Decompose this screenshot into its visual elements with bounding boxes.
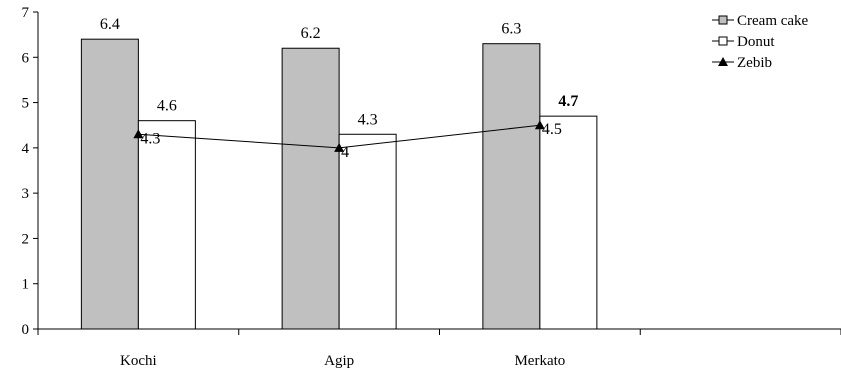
legend: Cream cake Donut Zebib <box>712 13 809 71</box>
legend-marker-zebib <box>718 57 728 66</box>
y-tick-label: 0 <box>22 322 30 338</box>
y-tick-label: 2 <box>22 231 30 247</box>
bar-cream-cake <box>80 38 139 330</box>
data-label-donut: 4.7 <box>558 93 578 110</box>
y-tick-label: 6 <box>22 50 30 66</box>
bar-donut <box>338 133 397 330</box>
legend-marker-cream-cake <box>718 15 728 25</box>
bars <box>80 38 598 330</box>
bar-donut <box>137 120 196 330</box>
data-label-zebib: 4.5 <box>542 121 562 138</box>
point-zebib <box>334 142 345 152</box>
x-tick-label: Agip <box>324 353 354 369</box>
x-tick-label: Merkato <box>514 353 565 369</box>
bar-cream-cake <box>482 43 541 330</box>
x-tick-label: Kochi <box>120 353 157 369</box>
data-label-cream-cake: 6.4 <box>100 16 120 33</box>
point-zebib <box>534 120 545 130</box>
data-label-zebib: 4.3 <box>140 130 160 147</box>
legend-label-cream-cake: Cream cake <box>737 13 809 29</box>
bar-donut <box>539 115 598 330</box>
point-zebib <box>133 129 144 139</box>
legend-label-zebib: Zebib <box>737 55 772 71</box>
data-labels: 6.4 4.6 6.2 4.3 6.3 4.7 4.3 4 4.5 <box>100 16 579 161</box>
zebib-line-layer <box>133 120 545 152</box>
y-tick-label: 4 <box>22 141 30 157</box>
data-label-cream-cake: 6.2 <box>301 25 321 42</box>
data-label-zebib: 4 <box>341 144 349 161</box>
y-tick-label: 3 <box>22 186 30 202</box>
legend-label-donut: Donut <box>737 34 775 50</box>
bar-cream-cake <box>281 47 340 330</box>
data-label-donut: 4.6 <box>157 98 177 115</box>
data-label-cream-cake: 6.3 <box>501 21 521 38</box>
y-tick-label: 1 <box>22 277 30 293</box>
data-label-donut: 4.3 <box>358 111 378 128</box>
y-tick-label: 5 <box>22 96 30 112</box>
legend-marker-donut <box>718 36 728 46</box>
y-tick-label: 7 <box>22 5 30 21</box>
